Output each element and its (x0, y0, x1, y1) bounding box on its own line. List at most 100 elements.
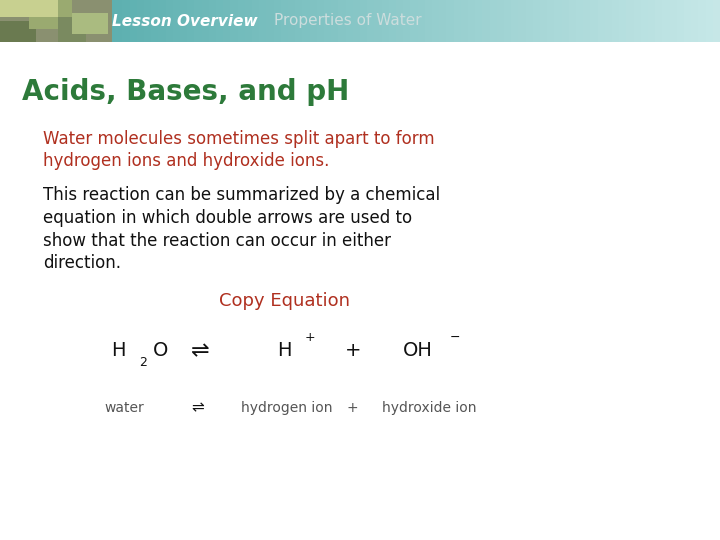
Bar (569, 0, 576, 42)
Bar (612, 0, 619, 42)
Bar (533, 0, 540, 42)
Bar (374, 0, 382, 42)
Bar (540, 0, 547, 42)
Bar (583, 0, 590, 42)
Bar (259, 0, 266, 42)
Text: water: water (104, 401, 144, 415)
Bar (310, 0, 317, 42)
Bar (43, 0, 50, 42)
Bar (511, 0, 518, 42)
Bar (130, 0, 137, 42)
Bar (526, 0, 533, 42)
Bar (94, 0, 101, 42)
Bar (446, 0, 454, 42)
Text: O: O (153, 341, 168, 361)
Bar (29, 0, 36, 42)
Text: 2: 2 (139, 356, 147, 369)
Text: Water molecules sometimes split apart to form: Water molecules sometimes split apart to… (43, 130, 435, 147)
Bar (230, 0, 238, 42)
Bar (36, 0, 43, 42)
Bar (101, 0, 108, 42)
Bar (7, 0, 14, 42)
Text: Properties of Water: Properties of Water (274, 14, 421, 29)
Bar (50, 0, 58, 42)
Bar (367, 0, 374, 42)
Bar (655, 0, 662, 42)
Bar (677, 0, 684, 42)
Bar (389, 0, 396, 42)
Bar (346, 0, 353, 42)
Bar (302, 0, 310, 42)
Bar (22, 0, 29, 42)
Bar (590, 0, 598, 42)
Bar (331, 0, 338, 42)
Bar (360, 0, 367, 42)
Text: $\rightleftharpoons$: $\rightleftharpoons$ (186, 341, 210, 361)
Bar (245, 0, 252, 42)
Bar (547, 0, 554, 42)
Bar (266, 0, 274, 42)
Bar (0, 0, 58, 17)
Bar (223, 0, 230, 42)
Bar (29, 0, 72, 29)
Bar (691, 0, 698, 42)
Text: hydrogen ion: hydrogen ion (241, 401, 333, 415)
Bar (662, 0, 670, 42)
Bar (641, 0, 648, 42)
Bar (115, 0, 122, 42)
Bar (158, 0, 166, 42)
Bar (281, 0, 288, 42)
Bar (151, 0, 158, 42)
Text: hydroxide ion: hydroxide ion (382, 401, 476, 415)
Bar (173, 0, 180, 42)
Text: This reaction can be summarized by a chemical: This reaction can be summarized by a che… (43, 186, 441, 204)
Bar (144, 0, 151, 42)
Bar (166, 0, 173, 42)
Bar (562, 0, 569, 42)
Text: +: + (347, 401, 359, 415)
Text: +: + (345, 341, 361, 361)
Bar (108, 0, 115, 42)
Bar (425, 0, 432, 42)
Bar (317, 0, 324, 42)
Bar (14, 0, 22, 42)
Bar (58, 17, 86, 42)
Bar (418, 0, 425, 42)
Bar (713, 0, 720, 42)
Text: +: + (305, 331, 315, 344)
Bar (490, 0, 497, 42)
Bar (202, 0, 209, 42)
Text: −: − (450, 331, 461, 344)
Bar (684, 0, 691, 42)
Bar (288, 0, 295, 42)
Bar (497, 0, 504, 42)
Bar (454, 0, 461, 42)
Bar (605, 0, 612, 42)
Bar (619, 0, 626, 42)
Bar (410, 0, 418, 42)
Bar (432, 0, 439, 42)
Bar (698, 0, 706, 42)
Bar (706, 0, 713, 42)
Bar (137, 0, 144, 42)
Bar (396, 0, 403, 42)
Bar (626, 0, 634, 42)
Bar (187, 0, 194, 42)
Text: H: H (112, 341, 126, 361)
Bar (670, 0, 677, 42)
Text: show that the reaction can occur in either: show that the reaction can occur in eith… (43, 232, 391, 249)
Bar (86, 0, 94, 42)
Bar (482, 0, 490, 42)
Bar (554, 0, 562, 42)
Bar (0, 0, 112, 42)
Text: Copy Equation: Copy Equation (219, 292, 350, 309)
Text: Lesson Overview: Lesson Overview (112, 14, 257, 29)
Bar (504, 0, 511, 42)
Bar (65, 0, 72, 42)
Bar (382, 0, 389, 42)
Bar (648, 0, 655, 42)
Bar (209, 0, 216, 42)
Bar (0, 0, 7, 42)
Bar (295, 0, 302, 42)
Text: direction.: direction. (43, 254, 121, 272)
